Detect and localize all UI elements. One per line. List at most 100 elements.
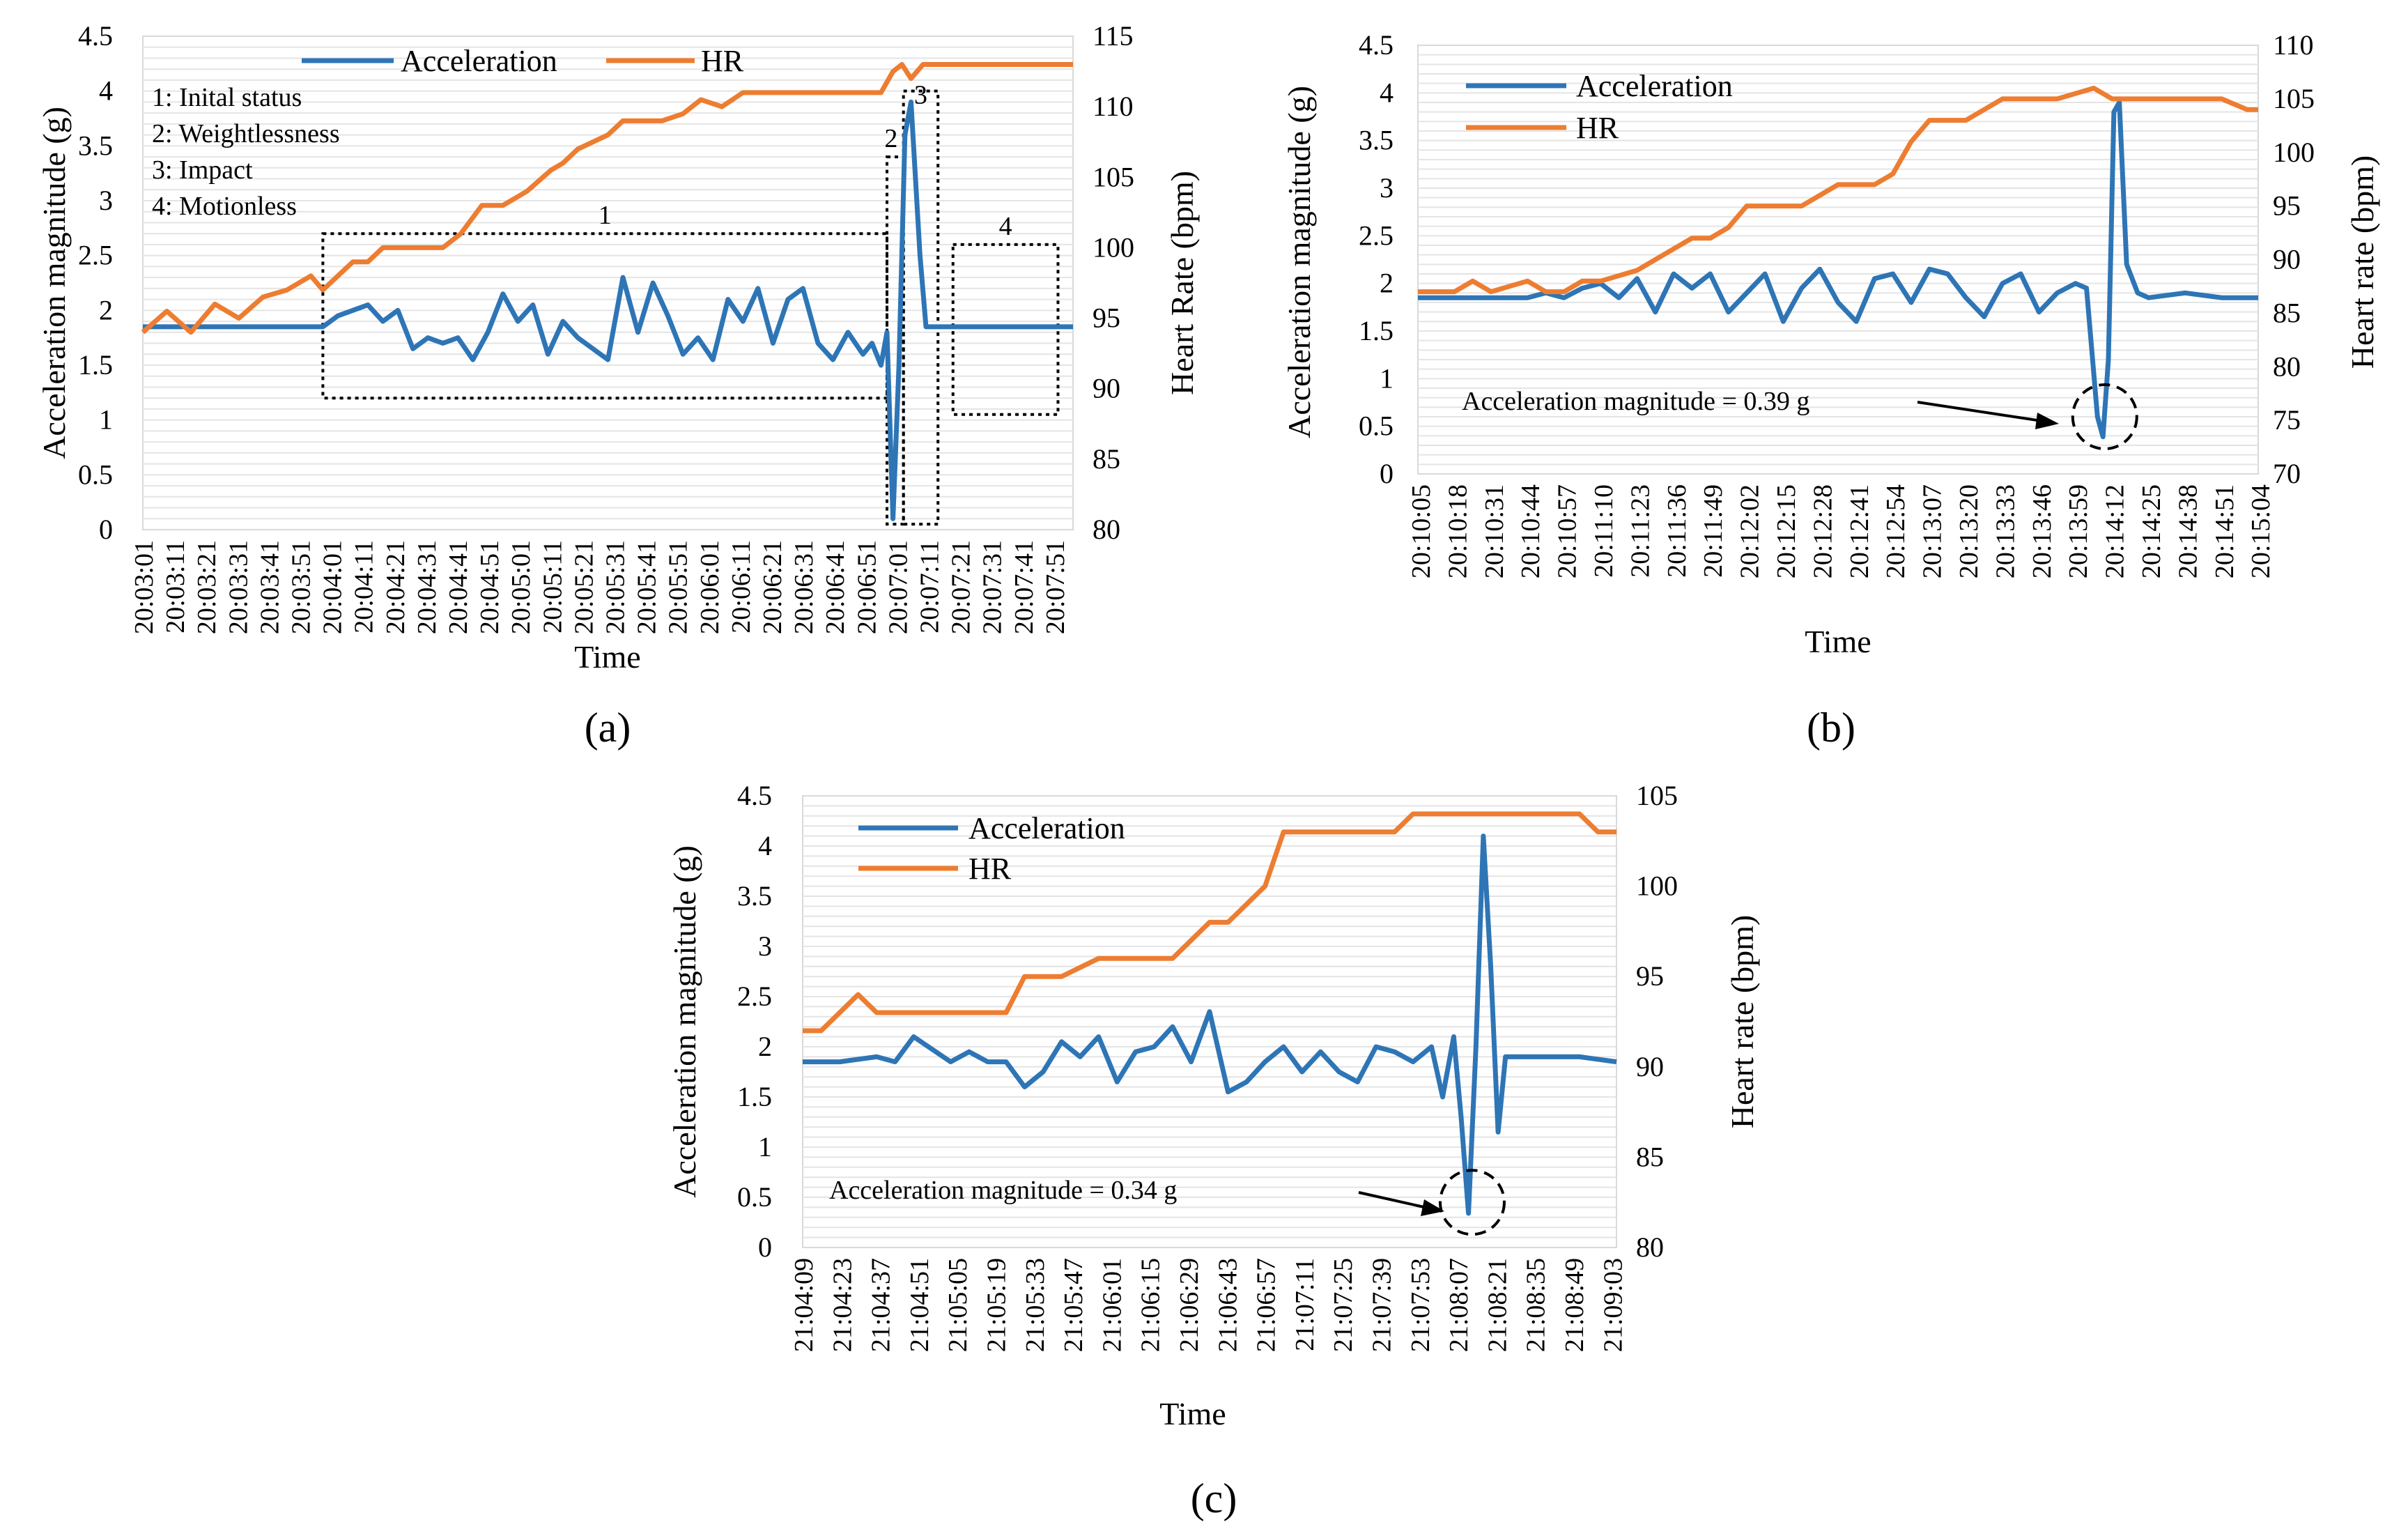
x-tick-label: 20:11:23 bbox=[1626, 484, 1655, 578]
x-tick-label: 20:10:57 bbox=[1553, 484, 1582, 578]
x-tick-label: 21:07:11 bbox=[1290, 1258, 1320, 1351]
x-tick-label: 20:04:21 bbox=[381, 540, 410, 634]
x-tick-label: 20:14:38 bbox=[2173, 484, 2202, 578]
y2-tick-label: 80 bbox=[2273, 351, 2301, 382]
y2-axis-label-b: Heart rate (bpm) bbox=[2345, 155, 2380, 369]
x-tick-label: 20:06:31 bbox=[789, 540, 819, 634]
series-b bbox=[1418, 86, 2258, 440]
panel-label-b: (b) bbox=[1807, 705, 1855, 751]
x-tick-label: 20:10:44 bbox=[1516, 484, 1545, 578]
x-tick-label: 20:10:31 bbox=[1480, 484, 1509, 578]
x-tick-label: 20:10:18 bbox=[1443, 484, 1472, 578]
y-tick-label: 1 bbox=[758, 1131, 772, 1162]
x-tick-label: 20:05:01 bbox=[507, 540, 536, 634]
region-label: 1 bbox=[599, 201, 612, 230]
annotation-b: Acceleration magnitude = 0.39 g bbox=[1462, 387, 1809, 416]
x-tick-label: 21:08:35 bbox=[1522, 1258, 1551, 1352]
legend-label-hr-c: HR bbox=[968, 852, 1012, 886]
y-tick-label: 3 bbox=[1380, 172, 1394, 203]
legend-label-hr-a: HR bbox=[701, 44, 744, 78]
y-tick-label: 4.5 bbox=[1359, 29, 1394, 61]
x-ticks-b: 20:10:05 20:10:18 20:10:31 20:10:44 20:10:57… bbox=[1407, 484, 2276, 578]
y-tick-label: 2 bbox=[99, 294, 113, 325]
x-tick-label: 20:06:41 bbox=[821, 540, 850, 634]
series-line-acceleration bbox=[143, 99, 1073, 521]
y-ticks-b: 0 0.5 1 1.5 2 2.5 3 3.5 4 4.5 bbox=[1359, 29, 1394, 489]
x-tick-label: 21:05:19 bbox=[982, 1258, 1012, 1352]
x-tick-label: 20:05:41 bbox=[633, 540, 662, 634]
x-tick-label: 20:03:31 bbox=[224, 540, 253, 634]
x-tick-label: 20:06:51 bbox=[852, 540, 881, 634]
series-line-hr bbox=[1418, 86, 2258, 295]
y2-tick-label: 105 bbox=[2273, 83, 2315, 114]
x-tick-label: 20:12:54 bbox=[1881, 484, 1911, 578]
x-tick-label: 20:14:25 bbox=[2137, 484, 2166, 578]
y-tick-label: 0 bbox=[99, 514, 113, 545]
y-tick-label: 0 bbox=[758, 1231, 772, 1263]
y-tick-label: 3.5 bbox=[737, 880, 772, 912]
x-tick-label: 20:05:31 bbox=[601, 540, 631, 634]
gridlines-a bbox=[143, 46, 1073, 520]
y2-tick-label: 85 bbox=[2273, 297, 2301, 328]
region-label: 3 bbox=[914, 81, 927, 110]
x-tick-label: 21:07:25 bbox=[1329, 1258, 1358, 1352]
y2-tick-label: 90 bbox=[2273, 244, 2301, 275]
x-tick-label: 21:07:53 bbox=[1406, 1258, 1435, 1352]
y-tick-label: 3 bbox=[99, 185, 113, 216]
chart-panel-a: 00.511.522.533.544.5 8085909510010511011… bbox=[36, 20, 1200, 751]
x-tick-label: 20:11:49 bbox=[1699, 484, 1728, 578]
x-tick-label: 20:03:01 bbox=[130, 540, 159, 634]
x-tick-label: 21:05:47 bbox=[1059, 1258, 1088, 1352]
y2-tick-label: 105 bbox=[1093, 161, 1134, 192]
region-box bbox=[902, 89, 940, 526]
x-tick-label: 21:04:37 bbox=[867, 1258, 896, 1352]
x-tick-label: 20:07:51 bbox=[1041, 540, 1070, 634]
x-tick-label: 21:08:21 bbox=[1483, 1258, 1512, 1352]
annotation-circle bbox=[1438, 1169, 1506, 1236]
x-tick-label: 21:04:23 bbox=[828, 1258, 857, 1352]
y-tick-label: 0.5 bbox=[1359, 410, 1394, 442]
x-tick-label: 20:03:41 bbox=[255, 540, 284, 634]
x-tick-label: 21:06:57 bbox=[1252, 1258, 1281, 1352]
x-axis-label-b: Time bbox=[1805, 624, 1871, 659]
x-tick-label: 20:13:59 bbox=[2064, 484, 2093, 578]
annotation-4-a: 4: Motionless bbox=[152, 192, 297, 221]
y-tick-label: 2 bbox=[758, 1031, 772, 1062]
series-line-hr bbox=[141, 62, 1073, 335]
y2-ticks-c: 80 85 90 95 100 105 bbox=[1636, 780, 1678, 1263]
x-tick-label: 20:07:41 bbox=[1010, 540, 1039, 634]
x-tick-label: 20:07:21 bbox=[947, 540, 976, 634]
y-tick-label: 1.5 bbox=[1359, 315, 1394, 346]
x-tick-label: 20:07:01 bbox=[883, 540, 913, 634]
x-tick-label: 20:13:46 bbox=[2028, 484, 2057, 578]
x-tick-label: 20:06:21 bbox=[758, 540, 787, 634]
y2-tick-label: 100 bbox=[1093, 231, 1134, 263]
y2-tick-label: 110 bbox=[2273, 29, 2314, 61]
y-axis-label-b: Acceleration magnitude (g) bbox=[1281, 86, 1317, 438]
legend-label-acceleration-c: Acceleration bbox=[968, 811, 1125, 845]
legend-label-hr-b: HR bbox=[1576, 111, 1619, 145]
x-tick-label: 20:12:02 bbox=[1736, 484, 1765, 578]
x-tick-label: 21:06:15 bbox=[1136, 1258, 1166, 1352]
y-axis-label-a: Acceleration magnitude (g) bbox=[36, 107, 72, 459]
x-tick-label: 21:05:33 bbox=[1021, 1258, 1050, 1352]
x-tick-label: 20:12:15 bbox=[1772, 484, 1801, 578]
annotation-1-a: 1: Inital status bbox=[152, 83, 302, 112]
x-tick-label: 20:04:01 bbox=[318, 540, 348, 634]
y-tick-label: 2.5 bbox=[78, 240, 113, 271]
y2-ticks-a: 80 85 90 95 100 105 110 115 bbox=[1093, 20, 1134, 545]
y-tick-label: 2 bbox=[1380, 268, 1394, 299]
series-line-hr bbox=[803, 811, 1616, 1034]
annotation-arrow-b bbox=[1917, 401, 2059, 429]
x-tick-label: 20:06:11 bbox=[727, 540, 756, 633]
y-tick-label: 4 bbox=[758, 830, 772, 861]
legend-c: Acceleration HR bbox=[858, 811, 1125, 886]
y-tick-label: 4 bbox=[1380, 77, 1394, 108]
y2-tick-label: 85 bbox=[1093, 443, 1120, 475]
y-tick-label: 1 bbox=[1380, 362, 1394, 394]
y-tick-label: 3.5 bbox=[1359, 125, 1394, 156]
y2-tick-label: 85 bbox=[1636, 1141, 1664, 1172]
y-tick-label: 1.5 bbox=[78, 349, 113, 381]
x-tick-label: 20:13:33 bbox=[1991, 484, 2020, 578]
